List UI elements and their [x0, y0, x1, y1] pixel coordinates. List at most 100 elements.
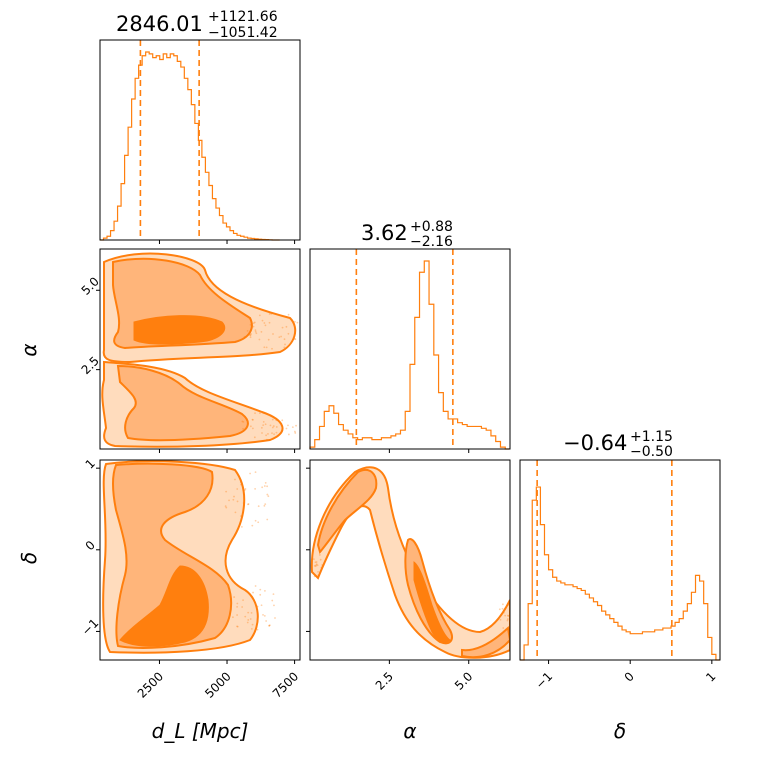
sample-point-a1-17 — [255, 332, 258, 335]
sample-point-b1-25 — [251, 524, 254, 527]
sample-point-b2-21 — [250, 627, 253, 630]
sample-point-c1-5 — [315, 563, 318, 566]
sample-point-b2-22 — [268, 624, 271, 627]
y-tick-label-2-2: 1 — [83, 456, 98, 471]
sample-point-b1-5 — [261, 486, 264, 489]
panel-hist-dL — [99, 39, 301, 241]
sample-point-a1-5 — [263, 346, 266, 349]
sample-point-b1-28 — [254, 488, 257, 490]
sample-point-b2-20 — [259, 588, 262, 591]
sample-point-a2-15 — [272, 437, 275, 440]
sample-point-c2-8 — [502, 611, 505, 614]
sample-point-a1-28 — [287, 332, 290, 335]
sample-point-a1-3 — [293, 337, 296, 340]
panel-hist-delta — [519, 459, 721, 661]
contour-delta-vs-alpha — [310, 466, 510, 659]
sample-point-b2-25 — [236, 602, 239, 605]
sample-point-a1-34 — [267, 338, 270, 341]
x-tick-label-2-1: 0 — [622, 669, 637, 684]
title-alpha-minus: −2.16 — [410, 234, 453, 250]
sample-point-b1-24 — [257, 521, 260, 524]
sample-point-a1-24 — [253, 321, 256, 324]
sample-point-a2-27 — [260, 426, 263, 429]
sample-point-a2-10 — [287, 433, 290, 436]
sample-point-c1-8 — [317, 574, 320, 577]
sample-point-b2-3 — [244, 615, 247, 618]
xlabel-alpha: α — [403, 719, 416, 743]
sample-point-b1-31 — [257, 505, 260, 508]
sample-point-b1-12 — [240, 483, 242, 486]
sample-point-a1-12 — [283, 338, 286, 341]
sample-point-b1-22 — [266, 493, 269, 496]
sample-point-b2-23 — [273, 604, 275, 607]
sample-point-a1-16 — [283, 346, 286, 349]
sample-point-b2-28 — [236, 606, 239, 608]
sample-point-b2-1 — [236, 614, 239, 616]
sample-point-b1-9 — [234, 478, 236, 481]
sample-point-a1-26 — [278, 336, 281, 339]
ylabel-alpha: α — [17, 343, 41, 356]
contour-1sigma-alpha-delta — [316, 469, 378, 555]
sample-point-b1-11 — [267, 495, 270, 498]
sample-point-a2-3 — [259, 412, 261, 415]
sample-point-b1-14 — [232, 498, 235, 501]
sample-point-a1-1 — [280, 335, 282, 338]
sample-point-a2-16 — [271, 426, 274, 429]
ylabel-delta: δ — [17, 552, 41, 564]
sample-point-b1-27 — [236, 488, 239, 490]
sample-point-a2-2 — [273, 433, 275, 436]
sample-point-a2-31 — [253, 436, 256, 439]
sample-point-c2-9 — [501, 607, 504, 610]
sample-point-b2-14 — [263, 615, 266, 617]
xlabel-dL: d_L [Mpc] — [152, 719, 249, 743]
sample-point-b1-32 — [236, 500, 239, 503]
sample-point-a1-10 — [272, 333, 274, 335]
sample-point-a1-32 — [243, 335, 246, 338]
sample-point-a1-30 — [285, 325, 288, 328]
sample-point-b2-27 — [264, 589, 266, 592]
sample-point-c1-11 — [315, 564, 318, 567]
sample-point-b2-5 — [268, 624, 271, 627]
sample-point-b2-10 — [256, 628, 259, 631]
sample-point-a2-9 — [251, 418, 254, 421]
title-dL-plus: +1121.66 — [208, 9, 278, 25]
sample-point-b2-2 — [260, 604, 263, 607]
sample-point-a2-6 — [251, 418, 254, 421]
sample-point-a1-15 — [261, 319, 264, 322]
sample-point-b1-10 — [242, 502, 245, 504]
sample-point-b1-26 — [240, 525, 243, 528]
sample-point-c1-2 — [320, 566, 323, 569]
sample-point-a1-2 — [249, 334, 251, 336]
sample-point-b1-34 — [247, 503, 249, 506]
contour-alpha-vs-dL — [101, 252, 297, 448]
sample-point-a1-19 — [284, 343, 286, 346]
sample-point-b1-3 — [266, 485, 269, 488]
sample-point-c2-11 — [502, 611, 505, 613]
sample-point-b1-16 — [263, 504, 266, 507]
title-alpha-plus: +0.88 — [410, 219, 453, 235]
sample-point-b1-20 — [254, 519, 257, 522]
sample-point-a2-18 — [242, 420, 245, 423]
sample-point-a2-26 — [262, 421, 265, 423]
sample-point-c2-13 — [507, 614, 509, 617]
sample-point-c1-4 — [318, 554, 321, 556]
x-tick-label-0-2: 7500 — [270, 669, 301, 700]
sample-point-b1-7 — [254, 471, 257, 473]
sample-point-b2-9 — [252, 591, 254, 594]
sample-point-b1-8 — [225, 490, 228, 493]
y-tick-label-1-0: 2.5 — [79, 354, 102, 377]
y-tick-label-1-1: 5.0 — [79, 274, 102, 297]
sample-point-a2-36 — [275, 431, 278, 434]
sample-point-c1-12 — [321, 564, 324, 566]
sample-point-b2-11 — [272, 593, 275, 596]
sample-point-b2-24 — [246, 621, 249, 624]
sample-point-a2-33 — [267, 433, 269, 435]
sample-point-b1-29 — [240, 515, 242, 517]
sample-point-a1-22 — [271, 347, 273, 350]
sample-point-a2-8 — [242, 427, 244, 430]
sample-point-a2-0 — [264, 423, 267, 426]
sample-point-b1-21 — [247, 503, 250, 505]
y-tick-label-2-1: 0 — [83, 538, 98, 553]
x-tick-label-2-0: −1 — [533, 669, 555, 691]
sample-point-a2-20 — [262, 424, 265, 427]
